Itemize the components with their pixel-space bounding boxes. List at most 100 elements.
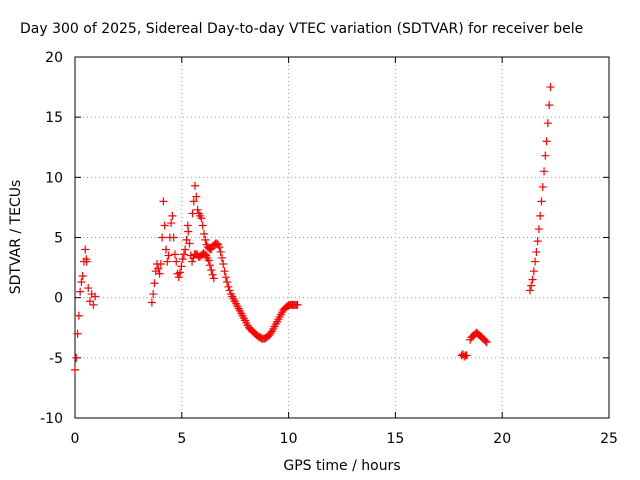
data-point — [208, 270, 217, 279]
data-point — [193, 205, 202, 214]
data-point — [200, 229, 209, 238]
series-seg-1 — [71, 245, 91, 374]
data-point — [74, 311, 83, 320]
data-point — [209, 274, 218, 283]
data-point — [543, 119, 552, 128]
data-point — [221, 273, 230, 282]
data-point — [170, 250, 179, 259]
data-point — [179, 250, 188, 259]
data-point — [537, 197, 546, 206]
axis-ticks: 0 5 10 15 20 25 -10 -5 0 5 10 15 20 — [40, 50, 618, 447]
x-tick-label: 0 — [71, 431, 80, 447]
data-point — [73, 329, 82, 338]
data-point — [527, 281, 536, 290]
data-point — [225, 286, 234, 295]
data-point — [191, 181, 200, 190]
data-point — [545, 101, 554, 110]
series-seg-8 — [525, 83, 555, 295]
series-seg-4 — [184, 227, 218, 283]
series-seg-2 — [82, 257, 100, 309]
data-point — [176, 268, 185, 277]
series-seg-6 — [457, 350, 471, 361]
data-point — [159, 197, 168, 206]
data-point — [481, 336, 490, 345]
data-point — [542, 137, 551, 146]
data-point — [163, 257, 172, 266]
data-point — [525, 286, 534, 295]
data-point — [293, 300, 302, 309]
data-point — [185, 239, 194, 248]
x-axis-label: GPS time / hours — [283, 458, 400, 474]
data-point — [84, 284, 93, 293]
series-seg-5 — [188, 181, 302, 343]
data-point — [77, 278, 86, 287]
data-point — [532, 247, 541, 256]
series-seg-3 — [147, 197, 192, 307]
data-point — [189, 197, 198, 206]
data-point — [178, 255, 187, 264]
data-point — [71, 365, 79, 374]
data-point — [201, 235, 210, 244]
data-point — [541, 151, 550, 160]
data-point — [220, 267, 229, 276]
data-point — [181, 245, 190, 254]
data-point — [204, 256, 213, 265]
data-point — [205, 261, 214, 270]
data-point — [156, 259, 165, 268]
data-point — [529, 267, 538, 276]
x-tick-label: 5 — [177, 431, 186, 447]
data-point — [462, 351, 471, 360]
data-point — [168, 211, 177, 220]
x-tick-label: 25 — [600, 431, 618, 447]
data-point — [72, 353, 81, 362]
data-point — [161, 245, 170, 254]
data-point — [197, 214, 206, 223]
y-tick-label: -5 — [49, 351, 63, 367]
data-point — [154, 264, 163, 273]
y-tick-label: 15 — [45, 110, 63, 126]
data-point — [169, 233, 178, 242]
data-point — [540, 167, 549, 176]
data-point — [482, 338, 491, 347]
data-point — [167, 219, 176, 228]
data-point — [528, 275, 537, 284]
data-point — [531, 257, 540, 266]
data-point — [82, 257, 91, 266]
data-point — [217, 253, 226, 262]
series-seg-7 — [466, 328, 491, 347]
data-point — [172, 257, 181, 266]
data-point — [81, 245, 90, 254]
data-point — [89, 300, 98, 309]
data-point — [198, 221, 207, 230]
chart-title: Day 300 of 2025, Sidereal Day-to-day VTE… — [20, 21, 583, 37]
data-point — [224, 282, 233, 291]
data-point — [546, 83, 555, 92]
data-point — [192, 192, 201, 201]
data-point — [184, 227, 193, 236]
data-point — [215, 243, 224, 252]
data-point — [223, 278, 232, 287]
data-points — [71, 83, 555, 374]
data-point — [219, 259, 228, 268]
y-tick-label: 20 — [45, 50, 63, 66]
y-tick-label: 0 — [54, 291, 63, 307]
data-point — [85, 297, 94, 306]
data-point — [207, 265, 216, 274]
data-point — [177, 262, 186, 271]
y-tick-label: 5 — [54, 231, 63, 247]
data-point — [147, 298, 156, 307]
data-point — [164, 251, 173, 260]
data-point — [76, 287, 85, 296]
data-point — [534, 225, 543, 234]
y-tick-label: 10 — [45, 170, 63, 186]
x-tick-label: 20 — [493, 431, 511, 447]
data-point — [149, 290, 158, 299]
data-point — [536, 211, 545, 220]
x-tick-label: 15 — [386, 431, 404, 447]
data-point — [216, 247, 225, 256]
data-point — [150, 279, 159, 288]
data-point — [155, 269, 164, 278]
x-tick-label: 10 — [280, 431, 298, 447]
grid — [75, 57, 609, 418]
y-tick-label: -10 — [40, 411, 63, 427]
